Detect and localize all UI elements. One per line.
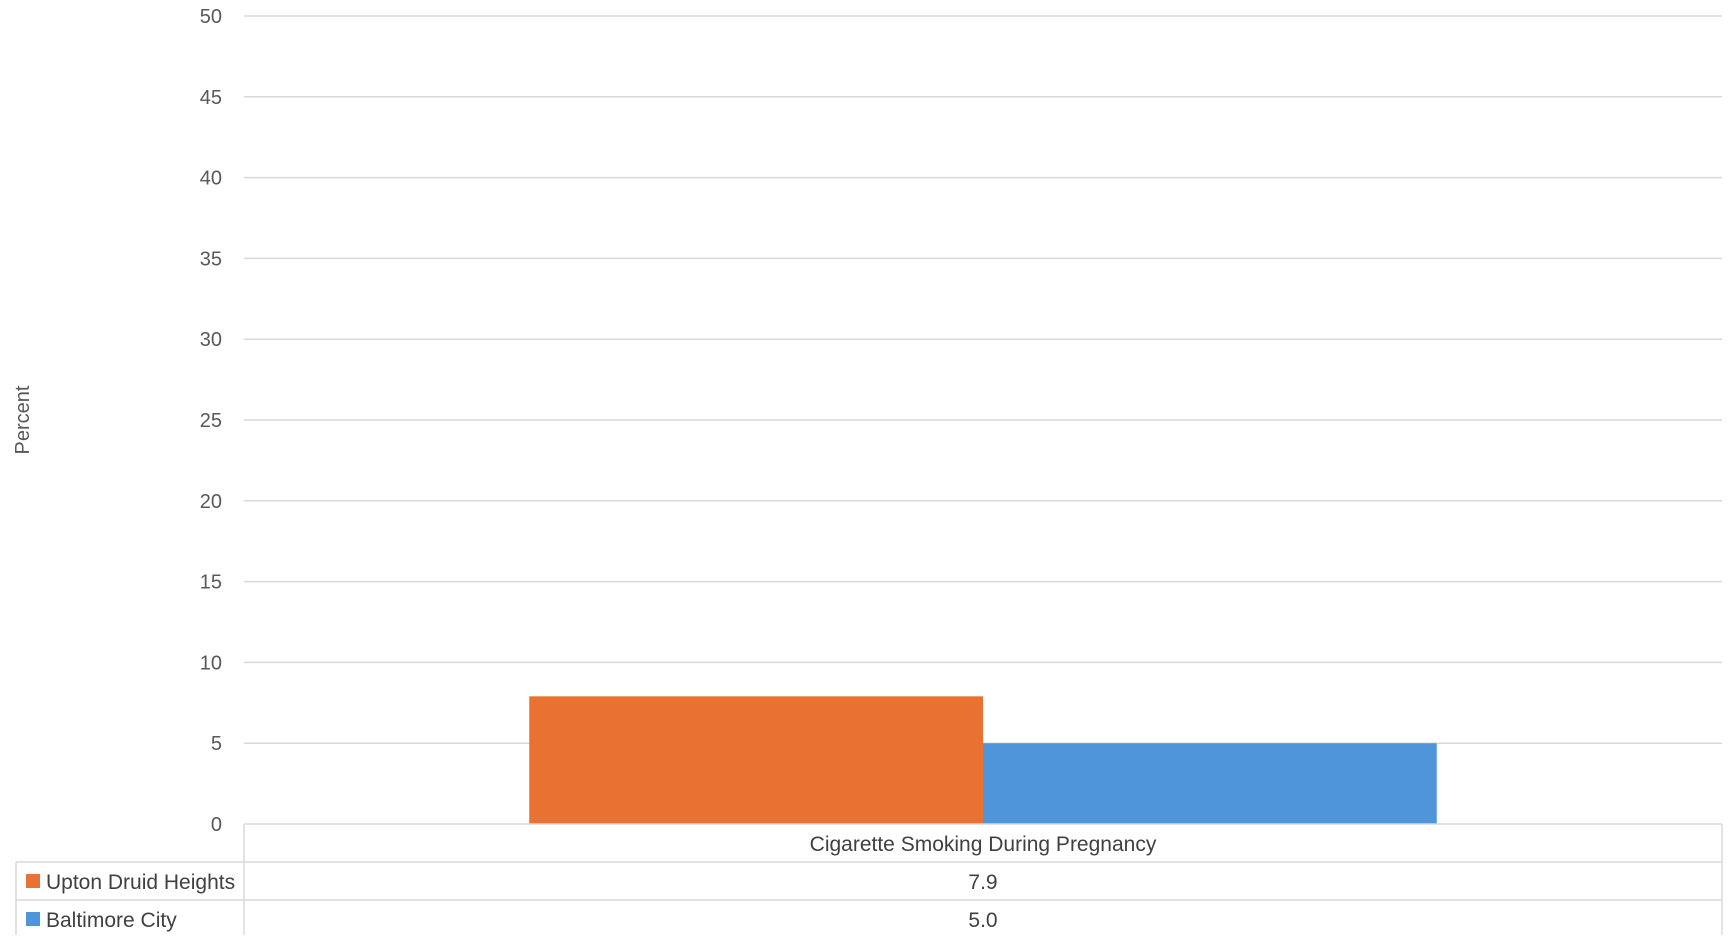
y-tick-label: 0 <box>211 814 222 836</box>
bar-upton-druid-heights <box>529 696 983 824</box>
y-tick-label: 50 <box>200 6 222 28</box>
y-tick-label: 10 <box>200 652 222 674</box>
y-tick-label: 40 <box>200 168 222 190</box>
y-tick-label: 45 <box>200 87 222 109</box>
y-tick-label: 35 <box>200 248 222 270</box>
legend-series-name: Baltimore City <box>46 909 177 932</box>
gridlines <box>244 15 1722 744</box>
y-tick-label: 15 <box>200 572 222 594</box>
bar-baltimore-city <box>983 743 1437 824</box>
table-value: 5.0 <box>968 909 997 932</box>
y-tick-label: 30 <box>200 329 222 351</box>
y-tick-label: 20 <box>200 491 222 513</box>
legend-swatch <box>26 912 40 926</box>
bars <box>529 696 1437 824</box>
y-tick-label: 25 <box>200 410 222 432</box>
y-axis-title: Percent <box>12 385 34 454</box>
legend-series-name: Upton Druid Heights <box>46 871 235 894</box>
y-tick-label: 5 <box>211 733 222 755</box>
legend-swatch <box>26 874 40 888</box>
x-category-label: Cigarette Smoking During Pregnancy <box>810 833 1157 856</box>
y-axis-ticks: 0 5 10 15 20 25 30 35 40 45 50 <box>200 6 222 836</box>
table-value: 7.9 <box>968 871 997 894</box>
data-table: Cigarette Smoking During Pregnancy Upton … <box>15 823 1723 939</box>
